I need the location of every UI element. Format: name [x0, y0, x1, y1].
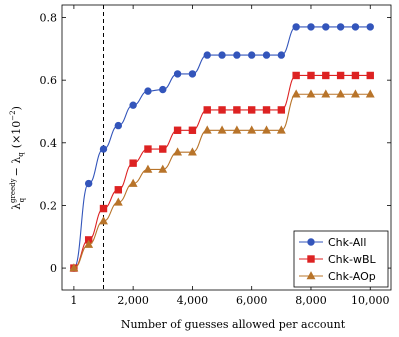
- y-label-rest: − λ: [10, 157, 23, 180]
- data-point-chk-wbl: [233, 106, 241, 114]
- data-point-chk-aop: [306, 89, 316, 98]
- legend-marker-chk-wbl: [307, 255, 315, 263]
- data-point-chk-all: [277, 51, 286, 59]
- data-point-chk-wbl: [336, 71, 345, 80]
- data-point-chk-all: [351, 23, 360, 31]
- plot-frame: [61, 4, 392, 291]
- data-point-chk-aop: [365, 89, 375, 98]
- x-axis-label: Number of guesses allowed per account: [121, 318, 346, 331]
- data-point-chk-wbl: [203, 106, 211, 114]
- data-point-chk-aop: [187, 147, 197, 156]
- data-point-chk-wbl: [322, 71, 330, 80]
- data-point-chk-all: [262, 51, 271, 59]
- data-point-chk-wbl: [307, 71, 315, 80]
- data-point-chk-all: [114, 121, 123, 130]
- data-point-chk-all: [203, 51, 211, 59]
- legend-label-chk-all: Chk-All: [328, 236, 366, 249]
- data-point-chk-all: [173, 70, 182, 78]
- data-point-chk-all: [99, 145, 108, 153]
- x-tick-label: 1: [70, 294, 77, 307]
- y-label-exp: −2: [9, 110, 17, 120]
- y-tick-label: 0.4: [40, 137, 58, 150]
- data-point-chk-aop: [69, 263, 79, 272]
- data-point-chk-all: [129, 101, 137, 109]
- data-point-chk-wbl: [144, 145, 152, 153]
- data-point-chk-all: [218, 51, 226, 59]
- y-tick-label: 0: [50, 262, 57, 275]
- data-point-chk-wbl: [277, 106, 286, 114]
- data-point-chk-aop: [128, 178, 138, 187]
- data-point-chk-wbl: [292, 71, 300, 80]
- data-point-chk-aop: [217, 125, 227, 134]
- data-point-chk-aop: [247, 125, 257, 134]
- data-point-chk-all: [366, 23, 374, 31]
- data-point-chk-aop: [113, 197, 123, 206]
- data-point-chk-aop: [84, 239, 94, 248]
- data-point-chk-aop: [336, 89, 346, 98]
- plot-area: 0 0.2 0.4 0.6 0.8 1 2,000 4,000 6,000 8,000 10,000…: [40, 4, 392, 307]
- data-point-chk-aop: [143, 164, 153, 173]
- data-point-chk-wbl: [351, 71, 360, 80]
- data-point-chk-all: [336, 23, 345, 31]
- data-point-chk-wbl: [99, 204, 108, 213]
- data-point-chk-wbl: [188, 126, 197, 134]
- data-point-chk-aop: [173, 147, 183, 156]
- data-point-chk-all: [322, 23, 330, 31]
- data-point-chk-aop: [202, 125, 212, 134]
- data-point-chk-wbl: [247, 106, 256, 114]
- data-point-chk-aop: [232, 125, 242, 134]
- data-point-chk-wbl: [159, 145, 167, 153]
- y-label-sub2: q: [17, 152, 25, 157]
- data-point-chk-aop: [291, 89, 301, 98]
- data-point-chk-wbl: [129, 159, 137, 167]
- data-point-chk-aop: [350, 89, 360, 98]
- data-point-chk-all: [84, 179, 93, 188]
- data-point-chk-all: [307, 23, 315, 31]
- data-point-chk-wbl: [262, 106, 271, 114]
- y-label-close: ): [10, 106, 23, 110]
- data-point-chk-aop: [262, 125, 271, 134]
- data-point-chk-wbl: [114, 186, 123, 194]
- data-point-chk-all: [188, 70, 197, 78]
- data-point-chk-wbl: [173, 126, 182, 134]
- data-point-chk-aop: [158, 164, 168, 173]
- x-tick-label: 4,000: [177, 294, 209, 307]
- x-tick-label: 2,000: [117, 294, 149, 307]
- y-tick-label: 0.6: [40, 74, 58, 87]
- x-tick-label: 6,000: [236, 294, 268, 307]
- y-tick-label: 0.2: [40, 199, 58, 212]
- y-label-lambda: λ: [10, 203, 23, 210]
- legend-label-chk-wbl: Chk-wBL: [328, 253, 377, 266]
- y-label-sub: q: [18, 197, 26, 202]
- data-point-chk-all: [144, 87, 152, 95]
- data-point-chk-all: [292, 23, 300, 31]
- y-label-sup: greedy: [9, 178, 17, 203]
- y-label-factor: (×10: [10, 121, 23, 149]
- y-tick-label: 0.8: [40, 12, 58, 25]
- data-point-chk-all: [159, 85, 167, 94]
- data-point-chk-wbl: [218, 106, 226, 114]
- y-axis-label: λgreedyq − λq(×10−2): [9, 106, 26, 210]
- legend-label-chk-aop: Chk-AOp: [328, 270, 376, 283]
- x-tick-label: 10,000: [351, 294, 390, 307]
- data-point-chk-aop: [321, 89, 331, 98]
- data-point-chk-aop: [99, 216, 108, 225]
- x-tick-label: 8,000: [295, 294, 327, 307]
- data-point-chk-all: [233, 51, 241, 59]
- legend-marker-chk-aop: [306, 271, 316, 280]
- data-point-chk-wbl: [366, 71, 374, 80]
- data-point-chk-aop: [276, 125, 286, 134]
- legend-marker-chk-all: [307, 238, 315, 246]
- data-point-chk-all: [247, 51, 256, 59]
